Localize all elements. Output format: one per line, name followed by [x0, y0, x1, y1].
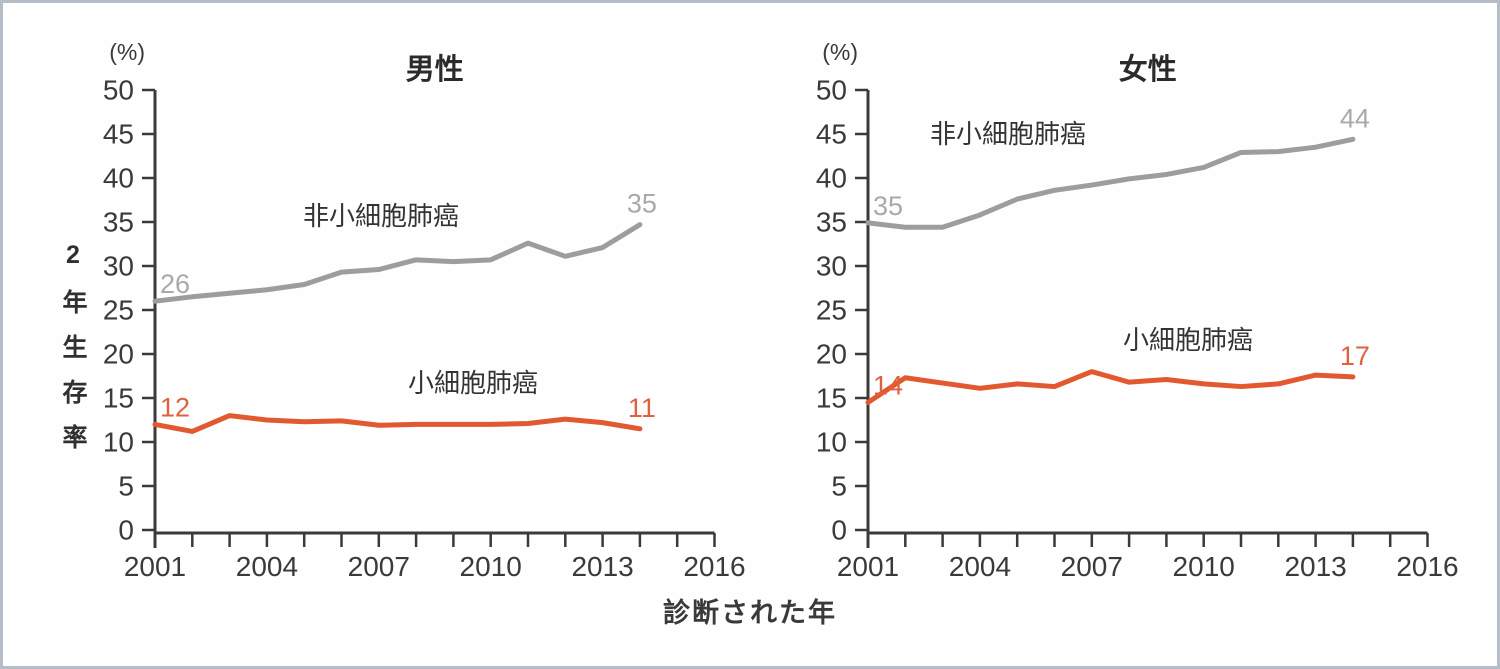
series-end-value-label: 35 [627, 189, 657, 219]
x-tick-label: 2016 [1396, 551, 1458, 582]
x-tick-label: 2010 [1173, 551, 1235, 582]
y-tick-label: 0 [831, 515, 847, 546]
y-tick-label: 25 [103, 295, 134, 326]
y-tick-label: 10 [103, 427, 134, 458]
y-axis-unit-label: (%) [109, 39, 145, 65]
y-tick-label: 35 [103, 207, 134, 238]
x-tick-label: 2013 [1284, 551, 1346, 582]
panel-title: 男性 [406, 53, 464, 86]
series-start-value-label: 12 [160, 392, 190, 422]
chart-panels: 0 5 10 15 20 25 30 35 40 45 50 2001 2004 2007 2010 2013… [3, 3, 1497, 666]
y-tick-label: 5 [831, 471, 847, 502]
x-ticks: 2001 2004 2007 2010 2013 2016 [837, 533, 1459, 582]
y-tick-label: 45 [816, 119, 847, 150]
series-start-value-label: 35 [873, 191, 903, 221]
series-line [152, 222, 643, 304]
y-tick-label: 20 [816, 339, 847, 370]
y-axis-unit-label: (%) [822, 39, 858, 65]
x-ticks: 2001 2004 2007 2010 2013 2016 [124, 533, 746, 582]
y-tick-label: 15 [816, 383, 847, 414]
series-sclc: 小細胞肺癌 12 11 [152, 368, 656, 434]
y-tick-label: 30 [816, 251, 847, 282]
y-tick-label: 10 [816, 427, 847, 458]
y-tick-label: 5 [118, 471, 134, 502]
series-start-value-label: 26 [160, 269, 190, 299]
series-name-label: 小細胞肺癌 [1123, 325, 1253, 355]
series-sclc: 小細胞肺癌 14 17 [865, 325, 1370, 405]
y-tick-label: 20 [103, 339, 134, 370]
series-name-label: 非小細胞肺癌 [303, 201, 459, 231]
series-line [865, 369, 1356, 405]
series-start-value-label: 14 [873, 370, 903, 400]
series-name-label: 非小細胞肺癌 [930, 119, 1086, 149]
series-nsclc: 非小細胞肺癌 26 35 [152, 189, 657, 304]
series-end-value-label: 11 [628, 393, 656, 423]
series-end-value-label: 17 [1340, 341, 1370, 371]
y-tick-label: 25 [816, 295, 847, 326]
x-tick-label: 2013 [571, 551, 633, 582]
y-tick-label: 45 [103, 119, 134, 150]
y-tick-label: 50 [816, 75, 847, 106]
y-tick-label: 50 [103, 75, 134, 106]
y-tick-label: 40 [816, 163, 847, 194]
x-tick-label: 2001 [124, 551, 186, 582]
chart-female: 0 5 10 15 20 25 30 35 40 45 50 2001 2004 2007 2010 2013… [816, 39, 1459, 582]
x-tick-label: 2016 [683, 551, 745, 582]
y-ticks: 0 5 10 15 20 25 30 35 40 45 50 [816, 75, 868, 546]
y-tick-label: 30 [103, 251, 134, 282]
x-tick-label: 2004 [236, 551, 298, 582]
x-tick-label: 2001 [837, 551, 899, 582]
series-line [865, 136, 1356, 230]
x-axis-title: 診断された年 [663, 598, 837, 628]
y-tick-label: 0 [118, 515, 134, 546]
series-nsclc: 非小細胞肺癌 35 44 [865, 103, 1370, 230]
y-tick-label: 15 [103, 383, 134, 414]
y-ticks: 0 5 10 15 20 25 30 35 40 45 50 [103, 75, 155, 546]
y-tick-label: 40 [103, 163, 134, 194]
panel-title: 女性 [1119, 52, 1177, 86]
series-end-value-label: 44 [1340, 103, 1370, 133]
y-tick-label: 35 [816, 207, 847, 238]
axes [866, 90, 1428, 548]
series-name-label: 小細胞肺癌 [408, 368, 538, 398]
x-tick-label: 2007 [348, 551, 410, 582]
y-axis-title: 2年生存率 [59, 241, 87, 469]
x-tick-label: 2010 [460, 551, 522, 582]
axes [153, 90, 715, 548]
x-tick-label: 2004 [949, 551, 1011, 582]
chart-male: 0 5 10 15 20 25 30 35 40 45 50 2001 2004 2007 2010 2013… [103, 39, 746, 582]
x-tick-label: 2007 [1061, 551, 1123, 582]
series-line [152, 413, 643, 434]
